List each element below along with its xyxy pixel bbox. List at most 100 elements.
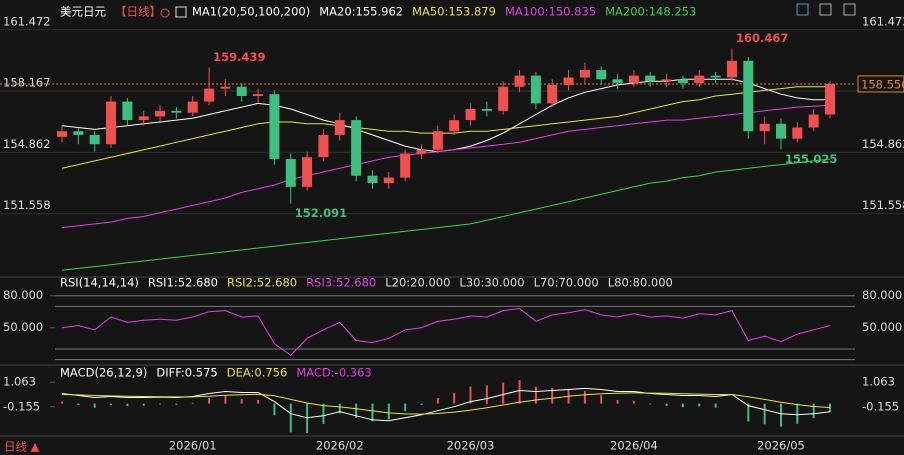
candle-body	[351, 120, 362, 176]
candle-body	[677, 79, 688, 84]
legend-entry: MA1(20,50,100,200)	[192, 5, 310, 19]
candle-body	[138, 116, 149, 121]
candle-body	[612, 79, 623, 84]
candle-body	[89, 134, 100, 145]
y-tick-label: 158.167	[3, 76, 51, 90]
candle-body	[122, 101, 133, 121]
add-icon	[160, 8, 170, 18]
candle-body	[596, 70, 607, 80]
legend-entry: L30:30.000	[459, 276, 524, 290]
candle-body	[220, 86, 231, 89]
y-tick-label: 1.063	[3, 375, 36, 389]
candle-body	[710, 75, 721, 78]
window-icon[interactable]	[819, 3, 832, 16]
candle-body	[628, 75, 639, 84]
legend-entry: RSI1:52.680	[148, 276, 218, 290]
ma-icon	[175, 6, 187, 18]
extreme-label: 155.025	[785, 152, 837, 166]
legend-entry: MA200:148.253	[605, 5, 696, 19]
candle-body	[825, 83, 835, 115]
y-tick-label: 80.000	[862, 288, 902, 302]
legend-entry: MACD(26,12,9)	[60, 366, 147, 380]
macd-line	[61, 392, 831, 415]
candle-body	[530, 75, 541, 104]
candle-body	[400, 153, 411, 178]
y-tick-label: 151.558	[862, 198, 904, 212]
candle-body	[465, 108, 476, 121]
extreme-label: 159.439	[213, 50, 265, 64]
y-tick-label: 161.472	[862, 14, 904, 28]
candle-body	[318, 134, 329, 158]
candle-body	[759, 123, 770, 132]
candle-body	[106, 101, 117, 145]
candle-body	[236, 86, 247, 97]
candle-body	[432, 131, 443, 150]
extreme-label: 152.091	[295, 206, 347, 220]
last-price-label: 158.550	[861, 77, 904, 91]
candle-body	[269, 94, 280, 160]
candle-body	[302, 157, 313, 187]
x-tick-label: 2026/04	[610, 439, 658, 453]
candle-body	[563, 77, 574, 85]
candle-body	[514, 75, 525, 87]
candle-body	[743, 60, 754, 132]
ma-line	[61, 86, 830, 169]
legend-entry: RSI(14,14,14)	[60, 276, 139, 290]
legend-entry: RSI2:52.680	[227, 276, 297, 290]
y-tick-label: 80.000	[3, 288, 43, 302]
y-tick-label: 161.472	[3, 14, 51, 28]
legend-entry: MA50:153.879	[412, 5, 496, 19]
candle-body	[334, 120, 345, 135]
period-switch[interactable]: 日线 ▲	[4, 440, 40, 454]
maximize-icon[interactable]	[843, 3, 856, 16]
y-tick-label: 50.000	[862, 320, 902, 334]
x-tick-label: 2026/05	[757, 439, 805, 453]
y-tick-label: 154.862	[3, 137, 51, 151]
y-tick-label: 154.862	[862, 137, 904, 151]
ma-line	[61, 104, 831, 229]
last-price-box	[857, 75, 904, 93]
candle-body	[579, 70, 590, 78]
candle-body	[253, 94, 264, 97]
candle-body	[547, 84, 558, 104]
y-tick-label: 1.063	[862, 375, 895, 389]
legend-entry: 【日线】	[115, 5, 161, 19]
x-tick-label: 2026/03	[447, 439, 495, 453]
candle-body	[204, 88, 215, 102]
candle-body	[187, 101, 198, 113]
candle-body	[171, 110, 182, 113]
legend-entry: DIFF:0.575	[156, 366, 217, 380]
x-tick-label: 2026/02	[316, 439, 364, 453]
y-tick-label: 50.000	[3, 320, 43, 334]
legend-entry: DEA:0.756	[227, 366, 288, 380]
candle-body	[792, 127, 803, 139]
ma-line	[61, 158, 831, 271]
candle-body	[726, 60, 737, 78]
legend-entry: 美元日元	[60, 5, 106, 19]
candle-body	[383, 177, 394, 184]
candle-body	[694, 75, 705, 84]
candle-body	[416, 149, 427, 154]
y-tick-label: -0.155	[3, 399, 40, 413]
legend-entry: L80:80.000	[608, 276, 673, 290]
candle-body	[645, 75, 656, 82]
candle-body	[498, 86, 509, 111]
legend-entry: MACD:-0.363	[296, 366, 371, 380]
candle-body	[367, 175, 378, 184]
legend-entry: MA20:155.962	[319, 5, 403, 19]
legend-entry: RSI3:52.680	[306, 276, 376, 290]
candle-body	[73, 131, 84, 135]
candle-body	[481, 108, 492, 111]
settings-icon[interactable]	[796, 3, 809, 16]
candle-body	[775, 123, 786, 139]
extreme-label: 160.467	[736, 31, 788, 45]
candle-body	[57, 131, 67, 137]
y-tick-label: -0.155	[862, 399, 899, 413]
candle-body	[285, 159, 296, 187]
candle-body	[449, 120, 460, 132]
legend-entry: L20:20.000	[385, 276, 450, 290]
legend-entry: L70:70.000	[534, 276, 599, 290]
